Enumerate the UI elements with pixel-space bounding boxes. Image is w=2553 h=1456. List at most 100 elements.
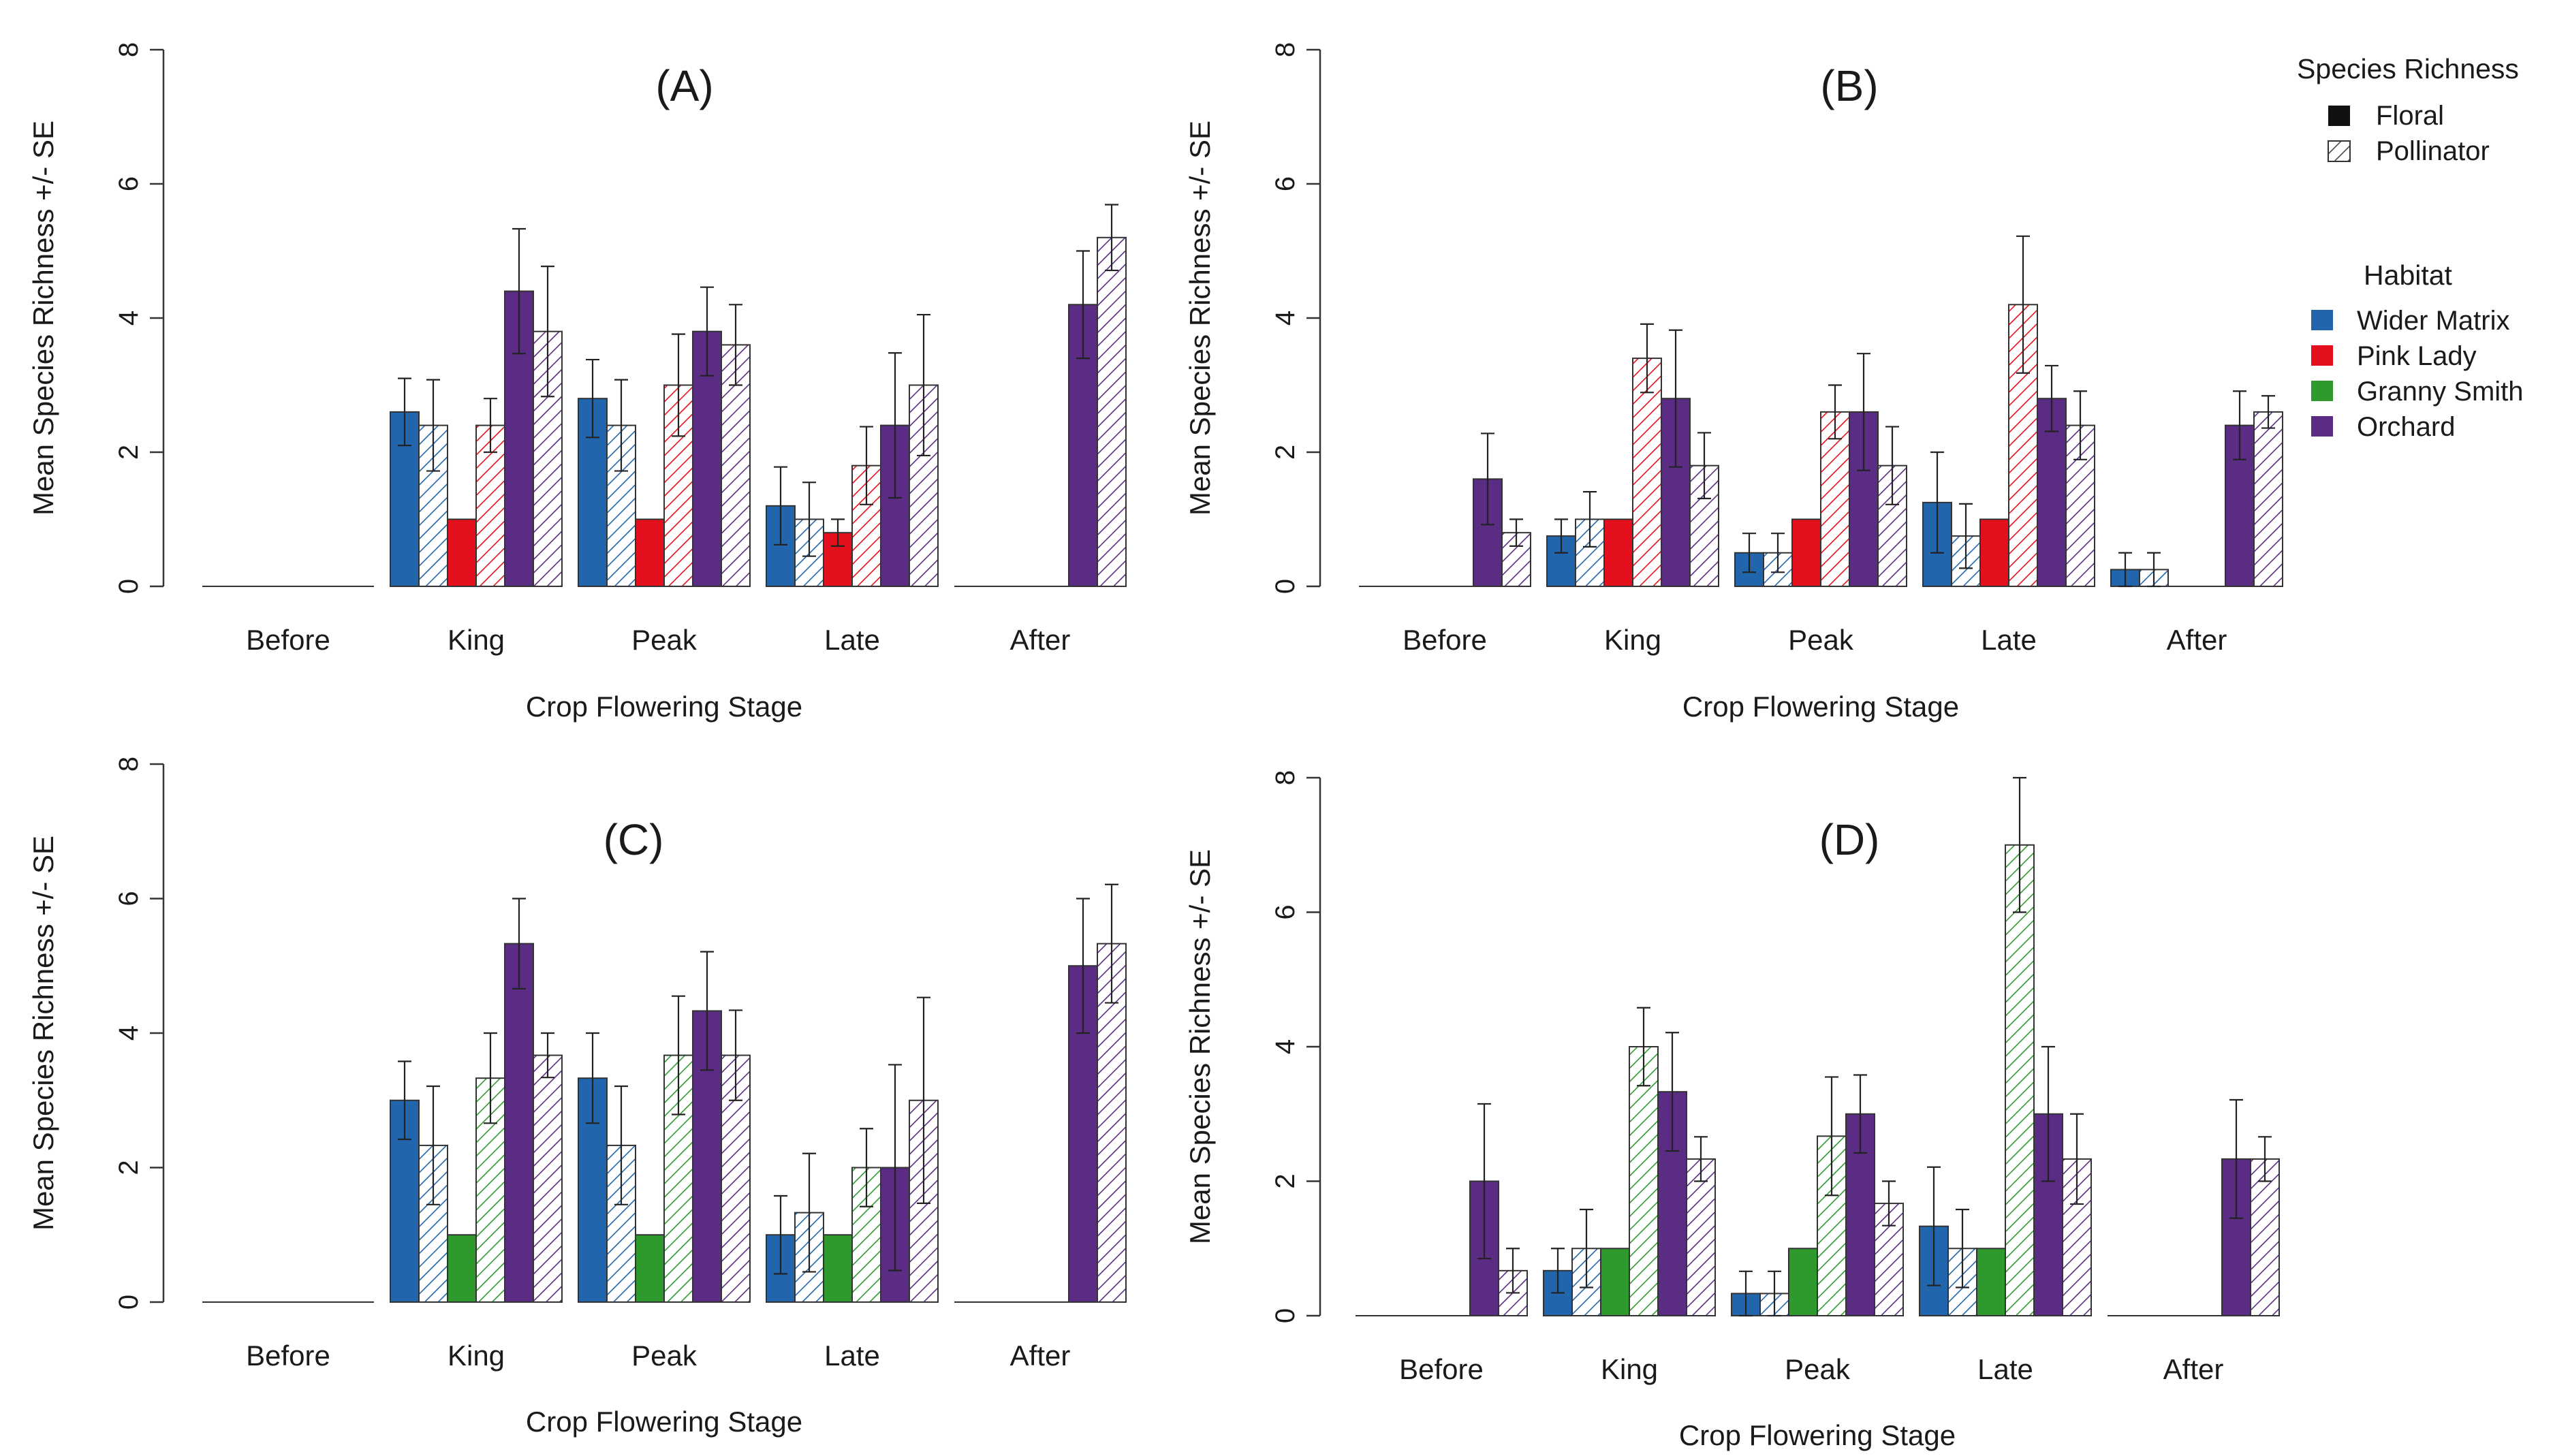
bar-b-after-orchard-pollinator [2253, 411, 2283, 588]
error-bar-b-after-orchard-floral [2233, 390, 2246, 460]
bar-d-late-granny-smith-pollinator [2005, 844, 2035, 1316]
legend-swatch-floral [2328, 106, 2350, 126]
error-bar-c-late-wider-matrix-pollinator [802, 1152, 816, 1273]
error-bar-b-king-pink-lady-pollinator [1640, 323, 1654, 394]
error-bar-a-king-orchard-floral [512, 227, 526, 355]
error-bar-a-king-wider-matrix-pollinator [426, 379, 440, 472]
error-bar-b-late-orchard-floral [2045, 364, 2058, 432]
y-tick-label-b-2: 2 [1270, 445, 1300, 460]
error-bar-a-late-orchard-pollinator [917, 313, 930, 457]
bar-b-late-pink-lady-floral [1979, 518, 2009, 587]
error-bar-d-late-granny-smith-pollinator [2013, 776, 2026, 913]
legend-swatch-wider-matrix [2311, 310, 2333, 330]
x-axis-label-c: Crop Flowering Stage [526, 1406, 802, 1438]
error-bar-c-king-wider-matrix-pollinator [426, 1085, 440, 1205]
error-bar-b-peak-orchard-floral [1857, 353, 1870, 471]
error-bar-d-after-orchard-floral [2229, 1098, 2243, 1219]
x-category-label-b-after: After [2167, 624, 2227, 656]
y-tick-label-d-0: 0 [1270, 1308, 1300, 1323]
error-bar-d-peak-wider-matrix-pollinator [1768, 1270, 1781, 1317]
bar-d-king-granny-smith-floral [1600, 1248, 1630, 1316]
panel-title-d: (D) [1819, 815, 1880, 864]
bar-d-peak-granny-smith-floral [1788, 1248, 1818, 1316]
error-bar-b-king-orchard-floral [1669, 329, 1682, 468]
y-tick-label-c-4: 4 [114, 1026, 144, 1041]
error-bar-a-late-wider-matrix-floral [774, 466, 787, 546]
bar-a-king-pink-lady-floral [447, 518, 477, 587]
error-bar-d-late-wider-matrix-pollinator [1956, 1208, 1969, 1288]
bar-c-king-granny-smith-floral [447, 1234, 477, 1303]
panel-title-a: (A) [655, 61, 713, 110]
error-bar-a-peak-orchard-floral [700, 286, 714, 377]
error-bar-a-after-orchard-pollinator [1105, 204, 1118, 272]
error-bar-c-late-granny-smith-pollinator [860, 1128, 873, 1207]
error-bar-d-before-orchard-pollinator [1506, 1248, 1520, 1294]
x-category-label-b-king: King [1604, 624, 1661, 656]
y-tick-label-a-6: 6 [114, 176, 144, 191]
error-bar-a-late-pink-lady-floral [831, 518, 845, 548]
error-bar-a-peak-wider-matrix-pollinator [614, 379, 628, 472]
chart-panel-b: (B) 0 2 4 6 8 Mean Species Richness +/- SE Crop… [1184, 42, 2283, 723]
error-bar-b-late-pink-lady-pollinator [2016, 235, 2030, 374]
error-bar-d-peak-orchard-pollinator [1882, 1180, 1896, 1226]
bar-b-king-pink-lady-pollinator [1632, 358, 1662, 587]
y-axis-label-b: Mean Species Richness +/- SE [1184, 121, 1216, 516]
error-bar-c-peak-wider-matrix-floral [586, 1032, 599, 1124]
x-category-label-a-peak: Peak [631, 624, 698, 656]
legend: Species Richness Floral Pollinator Habit… [2297, 53, 2523, 442]
y-tick-label-c-6: 6 [114, 891, 144, 906]
error-bar-a-late-pink-lady-pollinator [860, 426, 873, 505]
error-bar-d-king-granny-smith-pollinator [1637, 1007, 1650, 1087]
bar-b-peak-pink-lady-pollinator [1820, 411, 1850, 588]
legend-swatch-granny-smith [2311, 381, 2333, 401]
legend-label-wider-matrix: Wider Matrix [2357, 306, 2509, 336]
bar-c-late-granny-smith-floral [823, 1234, 853, 1303]
error-bar-d-after-orchard-pollinator [2258, 1136, 2272, 1182]
x-category-label-d-king: King [1601, 1353, 1658, 1385]
error-bar-c-peak-orchard-pollinator [729, 1009, 742, 1101]
x-category-label-a-king: King [448, 624, 505, 656]
legend-swatch-pollinator [2328, 140, 2351, 162]
legend-label-orchard: Orchard [2357, 412, 2456, 442]
x-category-label-d-late: Late [1977, 1353, 2033, 1385]
legend-habitat-title: Habitat [2364, 259, 2453, 291]
error-bar-d-peak-orchard-floral [1853, 1074, 1867, 1154]
error-bar-a-late-orchard-floral [888, 352, 902, 499]
error-bar-b-after-wider-matrix-pollinator [2147, 552, 2161, 588]
error-bar-b-after-wider-matrix-floral [2118, 552, 2132, 588]
bar-a-after-orchard-pollinator [1097, 236, 1127, 587]
bar-b-king-pink-lady-floral [1603, 518, 1633, 587]
y-tick-label-b-6: 6 [1270, 176, 1300, 191]
x-category-label-b-peak: Peak [1788, 624, 1854, 656]
legend-swatch-pink-lady [2311, 345, 2333, 366]
y-tick-label-a-2: 2 [114, 445, 144, 460]
bar-c-king-orchard-floral [504, 943, 534, 1303]
error-bar-c-king-granny-smith-pollinator [484, 1032, 497, 1124]
y-axis-label-c: Mean Species Richness +/- SE [27, 836, 59, 1231]
y-axis-label-d: Mean Species Richness +/- SE [1184, 849, 1216, 1244]
error-bar-c-king-wider-matrix-floral [398, 1060, 411, 1141]
x-axis-label-a: Crop Flowering Stage [526, 691, 802, 723]
error-bar-a-late-wider-matrix-pollinator [802, 481, 816, 557]
x-axis-label-b: Crop Flowering Stage [1682, 691, 1959, 723]
error-bar-c-king-orchard-floral [512, 898, 526, 990]
error-bar-c-peak-wider-matrix-pollinator [614, 1085, 628, 1205]
chart-panels: (A) 0 2 4 6 8 Mean Species Richness +/- SE Crop… [27, 42, 2283, 1451]
bar-c-king-orchard-pollinator [533, 1054, 563, 1303]
y-tick-label-d-6: 6 [1270, 904, 1300, 919]
y-tick-label-a-8: 8 [114, 42, 144, 57]
error-bar-c-king-orchard-pollinator [541, 1032, 554, 1079]
error-bar-d-king-wider-matrix-pollinator [1580, 1208, 1593, 1288]
bar-d-king-orchard-pollinator [1686, 1158, 1716, 1316]
bar-a-king-orchard-pollinator [533, 330, 563, 587]
x-category-label-b-before: Before [1403, 624, 1487, 656]
error-bar-c-peak-granny-smith-pollinator [672, 995, 685, 1115]
panel-title-b: (B) [1820, 61, 1878, 110]
error-bar-b-king-wider-matrix-pollinator [1583, 491, 1597, 548]
panel-title-c: (C) [604, 815, 664, 864]
error-bar-c-after-orchard-floral [1076, 898, 1090, 1034]
error-bar-a-peak-pink-lady-pollinator [672, 333, 685, 437]
chart-panel-a: (A) 0 2 4 6 8 Mean Species Richness +/- SE Crop… [27, 42, 1127, 723]
x-category-label-c-late: Late [824, 1340, 880, 1372]
bar-d-late-granny-smith-floral [1976, 1248, 2006, 1316]
